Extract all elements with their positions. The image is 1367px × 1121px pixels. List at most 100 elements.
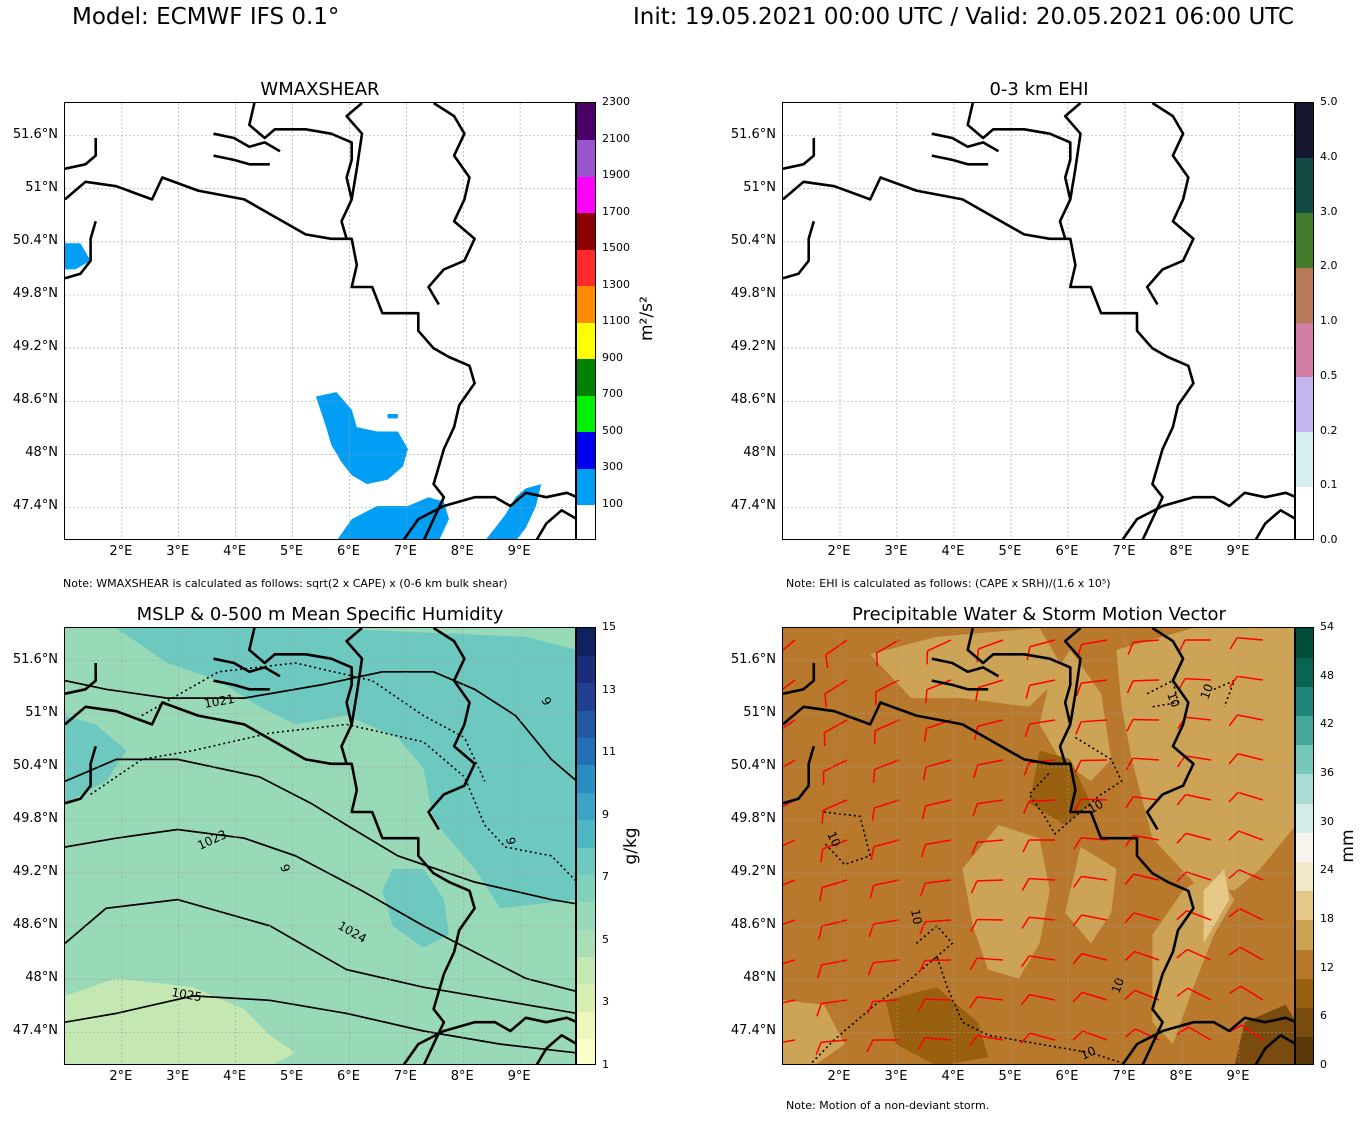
colorbar-segment [1296, 774, 1313, 804]
panel-title: Precipitable Water & Storm Motion Vector [852, 604, 1226, 625]
map-panel: 10 10 10 10 10 10 10 [782, 627, 1295, 1065]
country-border-0 [65, 176, 476, 539]
colorbar-tick-label: 48 [1320, 668, 1334, 682]
lat-label: 51°N [743, 179, 776, 195]
shear-area [486, 484, 542, 539]
wind-barb-icon [783, 879, 796, 891]
colorbar-segment [577, 655, 595, 684]
colorbar-tick-label: 1300 [602, 277, 630, 291]
colorbar-segment [1296, 978, 1313, 1009]
colorbar-segment [577, 249, 595, 286]
lat-label: 51°N [25, 704, 58, 720]
colorbar-segment [1296, 715, 1313, 746]
lat-label: 49.8°N [730, 286, 776, 301]
colorbar-tick-label: 15 [602, 620, 616, 633]
colorbar-tick-label: 0.5 [1320, 368, 1338, 382]
lat-label: 49.2°N [730, 864, 776, 880]
colorbar-segment [1296, 628, 1313, 658]
wind-barb-icon [869, 879, 900, 899]
lat-label: 49.8°N [12, 286, 58, 301]
colorbar-segment [577, 874, 595, 903]
colorbar-segment [1296, 376, 1313, 432]
wind-barb-icon [866, 1039, 899, 1053]
wind-barb-icon [917, 998, 952, 1012]
map-panel: 1021 1023 1024 1025 9 9 9 [64, 627, 576, 1065]
wind-barb-icon [1026, 639, 1056, 661]
panel-title: MSLP & 0-500 m Mean Specific Humidity [136, 604, 504, 625]
country-border-4 [402, 491, 575, 539]
lat-label: 51.6°N [730, 126, 776, 142]
lon-label: 5°E [280, 1069, 304, 1084]
wind-barb-icon [1126, 679, 1160, 694]
lon-label: 2°E [827, 544, 851, 559]
wind-barb-icon [919, 879, 952, 897]
header-init-valid: Init: 19.05.2021 00:00 UTC / Valid: 20.0… [633, 4, 1295, 30]
lon-label: 7°E [393, 544, 417, 559]
wind-barb-icon [1020, 993, 1056, 1006]
contour-label-0: 10 [1164, 690, 1182, 709]
colorbar-segment [1296, 657, 1313, 687]
lon-label: 2°E [109, 1069, 133, 1084]
colorbar [1295, 102, 1314, 540]
wind-barb-icon [1073, 875, 1108, 888]
shear-area [387, 414, 398, 419]
country-border-8 [931, 657, 1000, 678]
colorbar-segment [577, 431, 595, 469]
contour-label-1: 10 [1198, 682, 1216, 701]
wind-barb-icon [1228, 830, 1264, 841]
colorbar-segment [1296, 861, 1313, 892]
wind-barb-icon [1229, 985, 1264, 1001]
colorbar [576, 102, 596, 540]
lon-label: 4°E [223, 544, 247, 559]
lat-label: 50.4°N [12, 232, 58, 248]
lat-label: 50.4°N [730, 757, 776, 773]
lat-label: 47.4°N [12, 1023, 58, 1039]
country-border-7 [783, 745, 816, 805]
wind-barb-icon [1072, 914, 1108, 927]
lon-label: 4°E [941, 544, 965, 559]
colorbar-segment [1296, 157, 1313, 213]
colorbar-segment [577, 1011, 595, 1040]
lon-label: 9°E [507, 544, 531, 559]
colorbar-tick-label: 24 [1320, 863, 1334, 877]
wind-barb-icon [818, 919, 848, 940]
lon-label: 6°E [1055, 544, 1079, 559]
lat-label: 48.6°N [12, 392, 58, 408]
colorbar-segment [577, 212, 595, 250]
country-border-7 [65, 220, 97, 280]
country-border-0 [65, 701, 476, 1064]
colorbar-segment [577, 468, 595, 505]
lon-label: 9°E [507, 1069, 531, 1084]
contour-label-3: 10 [824, 829, 843, 849]
colorbar-segment [1296, 486, 1313, 539]
wind-barb-icon [971, 839, 1004, 856]
country-border-4 [402, 1016, 575, 1064]
country-border-2 [345, 628, 364, 725]
wind-barb-icon [919, 919, 952, 935]
lat-label: 48.6°N [12, 917, 58, 933]
colorbar-tick-label: 36 [1320, 766, 1334, 779]
lat-label: 49.8°N [730, 811, 776, 826]
wind-barb-icon [822, 759, 848, 785]
wind-barb-icon [972, 799, 1004, 817]
colorbar-segment [577, 285, 595, 323]
panel-note: Note: EHI is calculated as follows: (CAP… [786, 577, 1111, 590]
country-border-6 [65, 663, 98, 695]
colorbar-segment [577, 504, 595, 539]
lon-label: 7°E [1112, 1069, 1136, 1084]
wind-barb-icon [783, 719, 796, 736]
colorbar-tick-label: 0 [1320, 1058, 1327, 1071]
colorbar-segment [1296, 1036, 1313, 1064]
wind-barb-icon [1021, 877, 1056, 891]
country-border-8 [213, 132, 281, 153]
colorbar-segment [577, 901, 595, 930]
map-panel [782, 102, 1295, 540]
colorbar-unit-label: m²/s² [637, 296, 657, 341]
pw-area [1029, 750, 1091, 826]
colorbar-tick-label: 5 [602, 932, 609, 946]
country-border-8 [213, 657, 281, 678]
wind-barb-icon [824, 679, 848, 708]
colorbar-tick-label: 2300 [602, 95, 630, 108]
humidity-area [116, 628, 575, 909]
